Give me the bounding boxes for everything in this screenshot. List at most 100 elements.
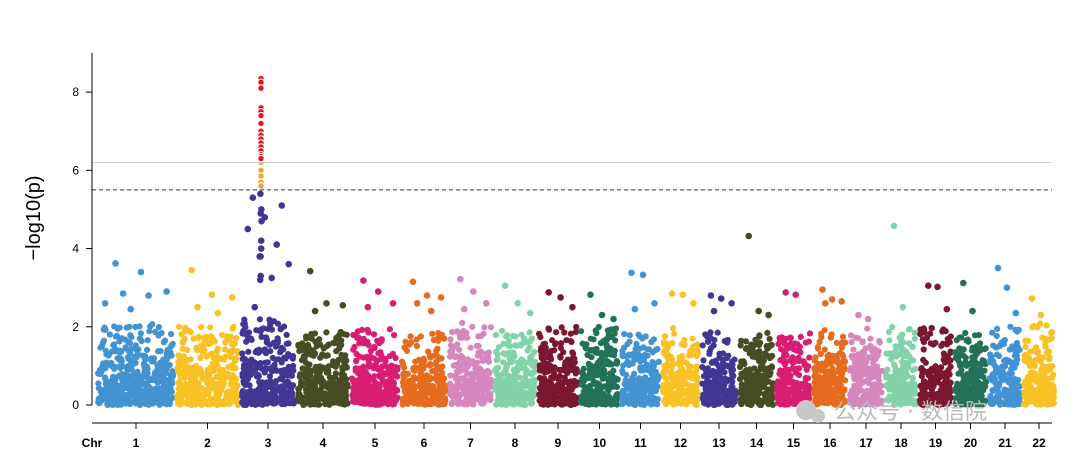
data-point [473,342,480,349]
data-point [484,375,491,382]
data-point [140,398,147,405]
data-point [521,365,529,372]
data-point [457,399,464,406]
data-point [621,344,628,351]
data-point [403,383,410,390]
data-point [885,328,893,336]
data-point [468,370,475,377]
chromosome-5-points [348,277,401,408]
data-point [556,394,563,401]
data-point [136,384,143,391]
data-point [780,378,787,385]
data-point [545,325,552,332]
data-point [214,309,222,317]
data-point [1011,376,1019,383]
data-point [248,336,255,343]
data-point [311,376,318,383]
data-point [968,371,975,378]
data-point [176,379,183,386]
data-point [620,362,627,369]
data-point [418,356,425,363]
data-point [267,321,274,328]
data-point [285,340,292,347]
data-point [755,357,763,365]
chromosome-9-points [536,289,581,409]
data-point [496,378,503,385]
data-point [715,363,723,370]
data-point [756,385,763,392]
data-point [358,326,366,333]
data-point [317,363,324,370]
data-point [134,368,141,375]
data-point [498,401,505,408]
data-point [839,333,847,340]
data-point [168,330,175,338]
chromosome-22-points [1020,295,1057,408]
data-point [587,291,594,299]
data-point [712,368,719,375]
data-point [742,338,750,345]
data-point [152,328,159,335]
data-point [256,316,263,323]
data-point [591,346,598,353]
data-point [154,392,161,399]
data-point [423,390,430,397]
data-point [855,311,862,319]
chromosome-20-points [952,279,990,408]
data-point [974,350,981,357]
data-point [819,286,826,293]
data-point [207,324,214,331]
data-point [782,335,789,342]
data-point [116,324,123,331]
data-point [920,356,927,363]
data-point [795,394,802,401]
data-point [637,388,644,395]
data-point [890,222,898,230]
data-point [225,363,232,371]
chromosome-19-points [916,282,954,408]
data-point [690,300,697,307]
data-point [811,365,818,372]
data-point [204,388,211,395]
data-point [400,371,407,378]
data-point [480,330,487,337]
data-point [330,381,337,388]
data-point [841,387,848,394]
data-point [919,396,926,403]
data-point [540,357,547,364]
data-point [313,343,320,350]
data-point [111,323,118,330]
data-point [969,307,976,315]
data-point [290,362,297,370]
data-point [573,381,580,389]
data-point [796,385,803,392]
data-point [485,358,492,365]
data-point [402,338,409,345]
data-point [122,380,129,387]
data-point [453,395,460,403]
data-point [447,336,454,343]
data-point [154,399,162,406]
data-point [976,396,983,403]
data-point [274,339,281,346]
data-point [603,336,610,343]
data-point [348,375,356,382]
data-point [938,342,945,349]
data-point [258,365,265,372]
data-point [505,349,512,357]
data-point [323,343,330,350]
data-point [631,305,639,313]
data-point [681,397,688,404]
data-point [161,337,169,344]
data-point [457,334,464,341]
data-point [769,382,776,389]
data-point [598,394,605,402]
data-point [635,331,642,338]
data-point [319,377,326,384]
data-point [999,375,1007,382]
data-point [1007,323,1014,330]
data-point [719,356,727,364]
data-point [829,365,836,372]
data-point [327,385,334,392]
